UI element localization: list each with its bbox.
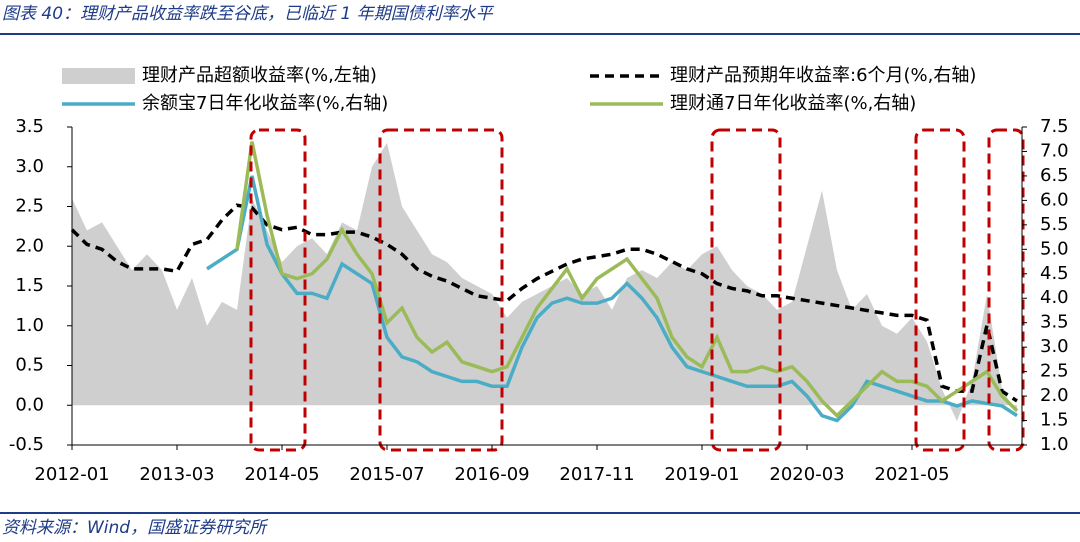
x-tick-label: 2013-03 bbox=[139, 464, 214, 485]
y2-tick-label: 7.5 bbox=[1040, 116, 1069, 137]
y2-tick-label: 3.5 bbox=[1040, 312, 1069, 333]
line bbox=[70, 203, 1018, 403]
y-tick-label: 2.5 bbox=[15, 196, 44, 217]
y-tick-label: 3.0 bbox=[15, 156, 44, 177]
chart-title: 图表 40：理财产品收益率跌至谷底，已临近 1 年期国债利率水平 bbox=[2, 4, 495, 24]
y2-tick-label: 6.0 bbox=[1040, 189, 1069, 210]
x-tick-label: 2016-09 bbox=[454, 464, 529, 485]
y2-tick-label: 6.5 bbox=[1040, 165, 1069, 186]
y2-tick-label: 5.0 bbox=[1040, 238, 1069, 259]
x-tick-label: 2020-03 bbox=[769, 464, 844, 485]
legend-label: 理财通7日年化收益率(%,右轴) bbox=[670, 93, 916, 114]
y-tick-label: 2.0 bbox=[15, 235, 44, 256]
y-tick-label: 0.5 bbox=[15, 355, 44, 376]
legend-label: 理财产品预期年收益率:6个月(%,右轴) bbox=[670, 65, 976, 86]
y2-tick-label: 2.5 bbox=[1040, 361, 1069, 382]
highlight-boxes bbox=[249, 128, 1025, 452]
legend-swatch bbox=[62, 68, 135, 84]
x-tick-label: 2021-05 bbox=[874, 464, 949, 485]
x-tick-label: 2015-07 bbox=[349, 464, 424, 485]
line bbox=[235, 141, 1019, 419]
highlight-box bbox=[914, 128, 966, 452]
y2-tick-label: 1.5 bbox=[1040, 410, 1069, 431]
x-tick-label: 2019-01 bbox=[664, 464, 739, 485]
y-tick-label: 3.5 bbox=[15, 116, 44, 137]
y2-tick-label: 7.0 bbox=[1040, 140, 1069, 161]
highlight-box bbox=[378, 128, 504, 452]
x-tick-label: 2012-01 bbox=[34, 464, 109, 485]
y-tick-label: 1.5 bbox=[15, 275, 44, 296]
highlight-box bbox=[710, 128, 782, 452]
highlight-box bbox=[987, 128, 1025, 452]
y-tick-label: 1.0 bbox=[15, 315, 44, 336]
x-tick-label: 2014-05 bbox=[244, 464, 319, 485]
y2-tick-label: 2.0 bbox=[1040, 385, 1069, 406]
line bbox=[206, 175, 1018, 423]
y2-tick-label: 4.0 bbox=[1040, 287, 1069, 308]
y-tick-label: -0.5 bbox=[9, 434, 44, 455]
y2-tick-label: 3.0 bbox=[1040, 336, 1069, 357]
x-tick-label: 2017-11 bbox=[559, 464, 634, 485]
y-tick-label: 0.0 bbox=[15, 394, 44, 415]
highlight-box bbox=[249, 128, 307, 452]
y2-tick-label: 1.0 bbox=[1040, 434, 1069, 455]
legend-label: 理财产品超额收益率(%,左轴) bbox=[142, 65, 377, 86]
y2-tick-label: 5.5 bbox=[1040, 214, 1069, 235]
source: 资料来源：Wind，国盛证券研究所 bbox=[2, 518, 269, 538]
legend-label: 余额宝7日年化收益率(%,右轴) bbox=[142, 93, 388, 114]
y2-tick-label: 4.5 bbox=[1040, 263, 1069, 284]
